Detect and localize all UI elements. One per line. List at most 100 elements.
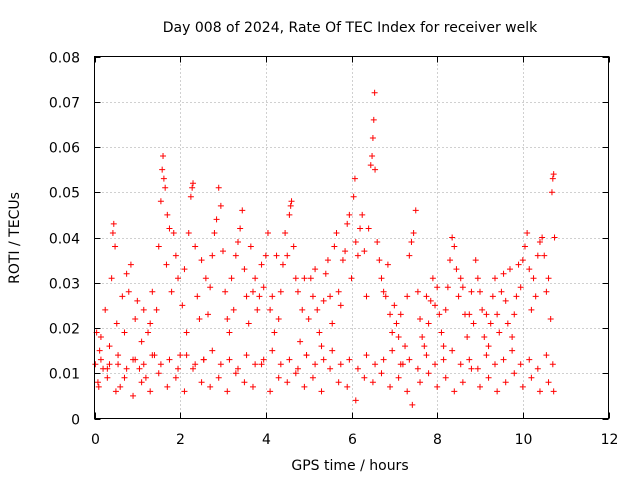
data-point: [372, 361, 379, 368]
data-point: [521, 243, 528, 250]
data-point: [269, 293, 276, 300]
data-point: [138, 379, 145, 386]
data-point: [414, 365, 421, 372]
data-point: [234, 239, 241, 246]
data-point: [301, 383, 308, 390]
data-point: [243, 352, 250, 359]
data-point: [275, 315, 282, 322]
data-point: [181, 388, 188, 395]
data-point: [434, 284, 441, 291]
data-point: [115, 361, 122, 368]
data-point: [147, 388, 154, 395]
data-point: [489, 293, 496, 300]
data-point: [153, 306, 160, 313]
data-point: [322, 270, 329, 277]
data-point: [202, 275, 209, 282]
data-point: [545, 379, 552, 386]
data-point: [284, 379, 291, 386]
data-point: [517, 361, 524, 368]
data-point: [183, 329, 190, 336]
data-point: [264, 229, 271, 236]
data-point: [222, 288, 229, 295]
data-point: [190, 180, 197, 187]
data-point: [104, 365, 111, 372]
data-point: [451, 243, 458, 250]
axis-tick-labels: 0 0.01 0.02 0.03 0.04 0.05 0.06 0.07 0.08 0 2 4 6 8 10…: [49, 51, 619, 449]
data-point: [344, 383, 351, 390]
data-point: [112, 243, 119, 250]
data-point: [108, 275, 115, 282]
data-point: [483, 352, 490, 359]
data-point: [494, 311, 501, 318]
data-point: [273, 252, 280, 259]
data-point: [457, 275, 464, 282]
data-point: [127, 261, 134, 268]
data-point: [513, 293, 520, 300]
data-point: [277, 288, 284, 295]
data-point: [220, 248, 226, 255]
data-point: [224, 388, 231, 395]
data-point: [262, 252, 269, 259]
data-point: [494, 388, 501, 395]
data-point: [226, 329, 233, 336]
data-point: [417, 379, 424, 386]
data-point: [487, 320, 494, 327]
data-point: [149, 288, 156, 295]
data-point: [142, 374, 149, 381]
data-point: [121, 374, 128, 381]
data-point: [132, 356, 139, 363]
data-point: [172, 252, 179, 259]
data-point: [147, 320, 154, 327]
data-point: [536, 388, 543, 395]
data-point: [275, 374, 282, 381]
data-point: [179, 302, 186, 309]
data-point: [504, 320, 511, 327]
data-point: [432, 361, 439, 368]
data-point: [287, 202, 294, 209]
data-point: [324, 257, 331, 264]
data-point: [374, 239, 381, 246]
data-point: [548, 189, 555, 196]
data-point: [327, 365, 334, 372]
data-point: [136, 365, 143, 372]
data-point: [316, 329, 323, 336]
data-point: [423, 293, 430, 300]
data-point: [363, 293, 370, 300]
data-point: [303, 352, 310, 359]
data-point: [198, 257, 205, 264]
data-point: [335, 288, 342, 295]
data-point: [284, 252, 291, 259]
x-tick-label: 2: [176, 432, 185, 448]
data-point: [491, 361, 498, 368]
y-tick-label: 0.08: [49, 51, 80, 67]
data-point: [305, 315, 312, 322]
data-point: [181, 266, 188, 273]
data-point: [170, 229, 177, 236]
data-point: [410, 229, 417, 236]
data-point: [539, 234, 546, 241]
data-point: [526, 356, 533, 363]
data-point: [256, 293, 263, 300]
data-point: [164, 211, 171, 218]
data-point: [509, 334, 516, 341]
data-point: [406, 252, 413, 259]
data-point: [367, 162, 374, 169]
data-point: [123, 270, 130, 277]
data-point: [395, 334, 402, 341]
data-point: [312, 266, 319, 273]
data-point: [541, 252, 548, 259]
data-point: [329, 320, 336, 327]
x-tick-label: 4: [262, 432, 271, 448]
chart-title: Day 008 of 2024, Rate Of TEC Index for r…: [163, 20, 538, 36]
data-point: [307, 275, 314, 282]
data-point: [130, 392, 137, 399]
data-point: [241, 266, 248, 273]
data-point: [534, 252, 541, 259]
data-point: [190, 365, 197, 372]
y-axis-label: ROTI / TECUs: [7, 192, 23, 284]
data-point: [545, 275, 552, 282]
x-tick-label: 6: [348, 432, 357, 448]
data-point: [104, 374, 111, 381]
y-tick-label: 0.01: [49, 367, 80, 383]
